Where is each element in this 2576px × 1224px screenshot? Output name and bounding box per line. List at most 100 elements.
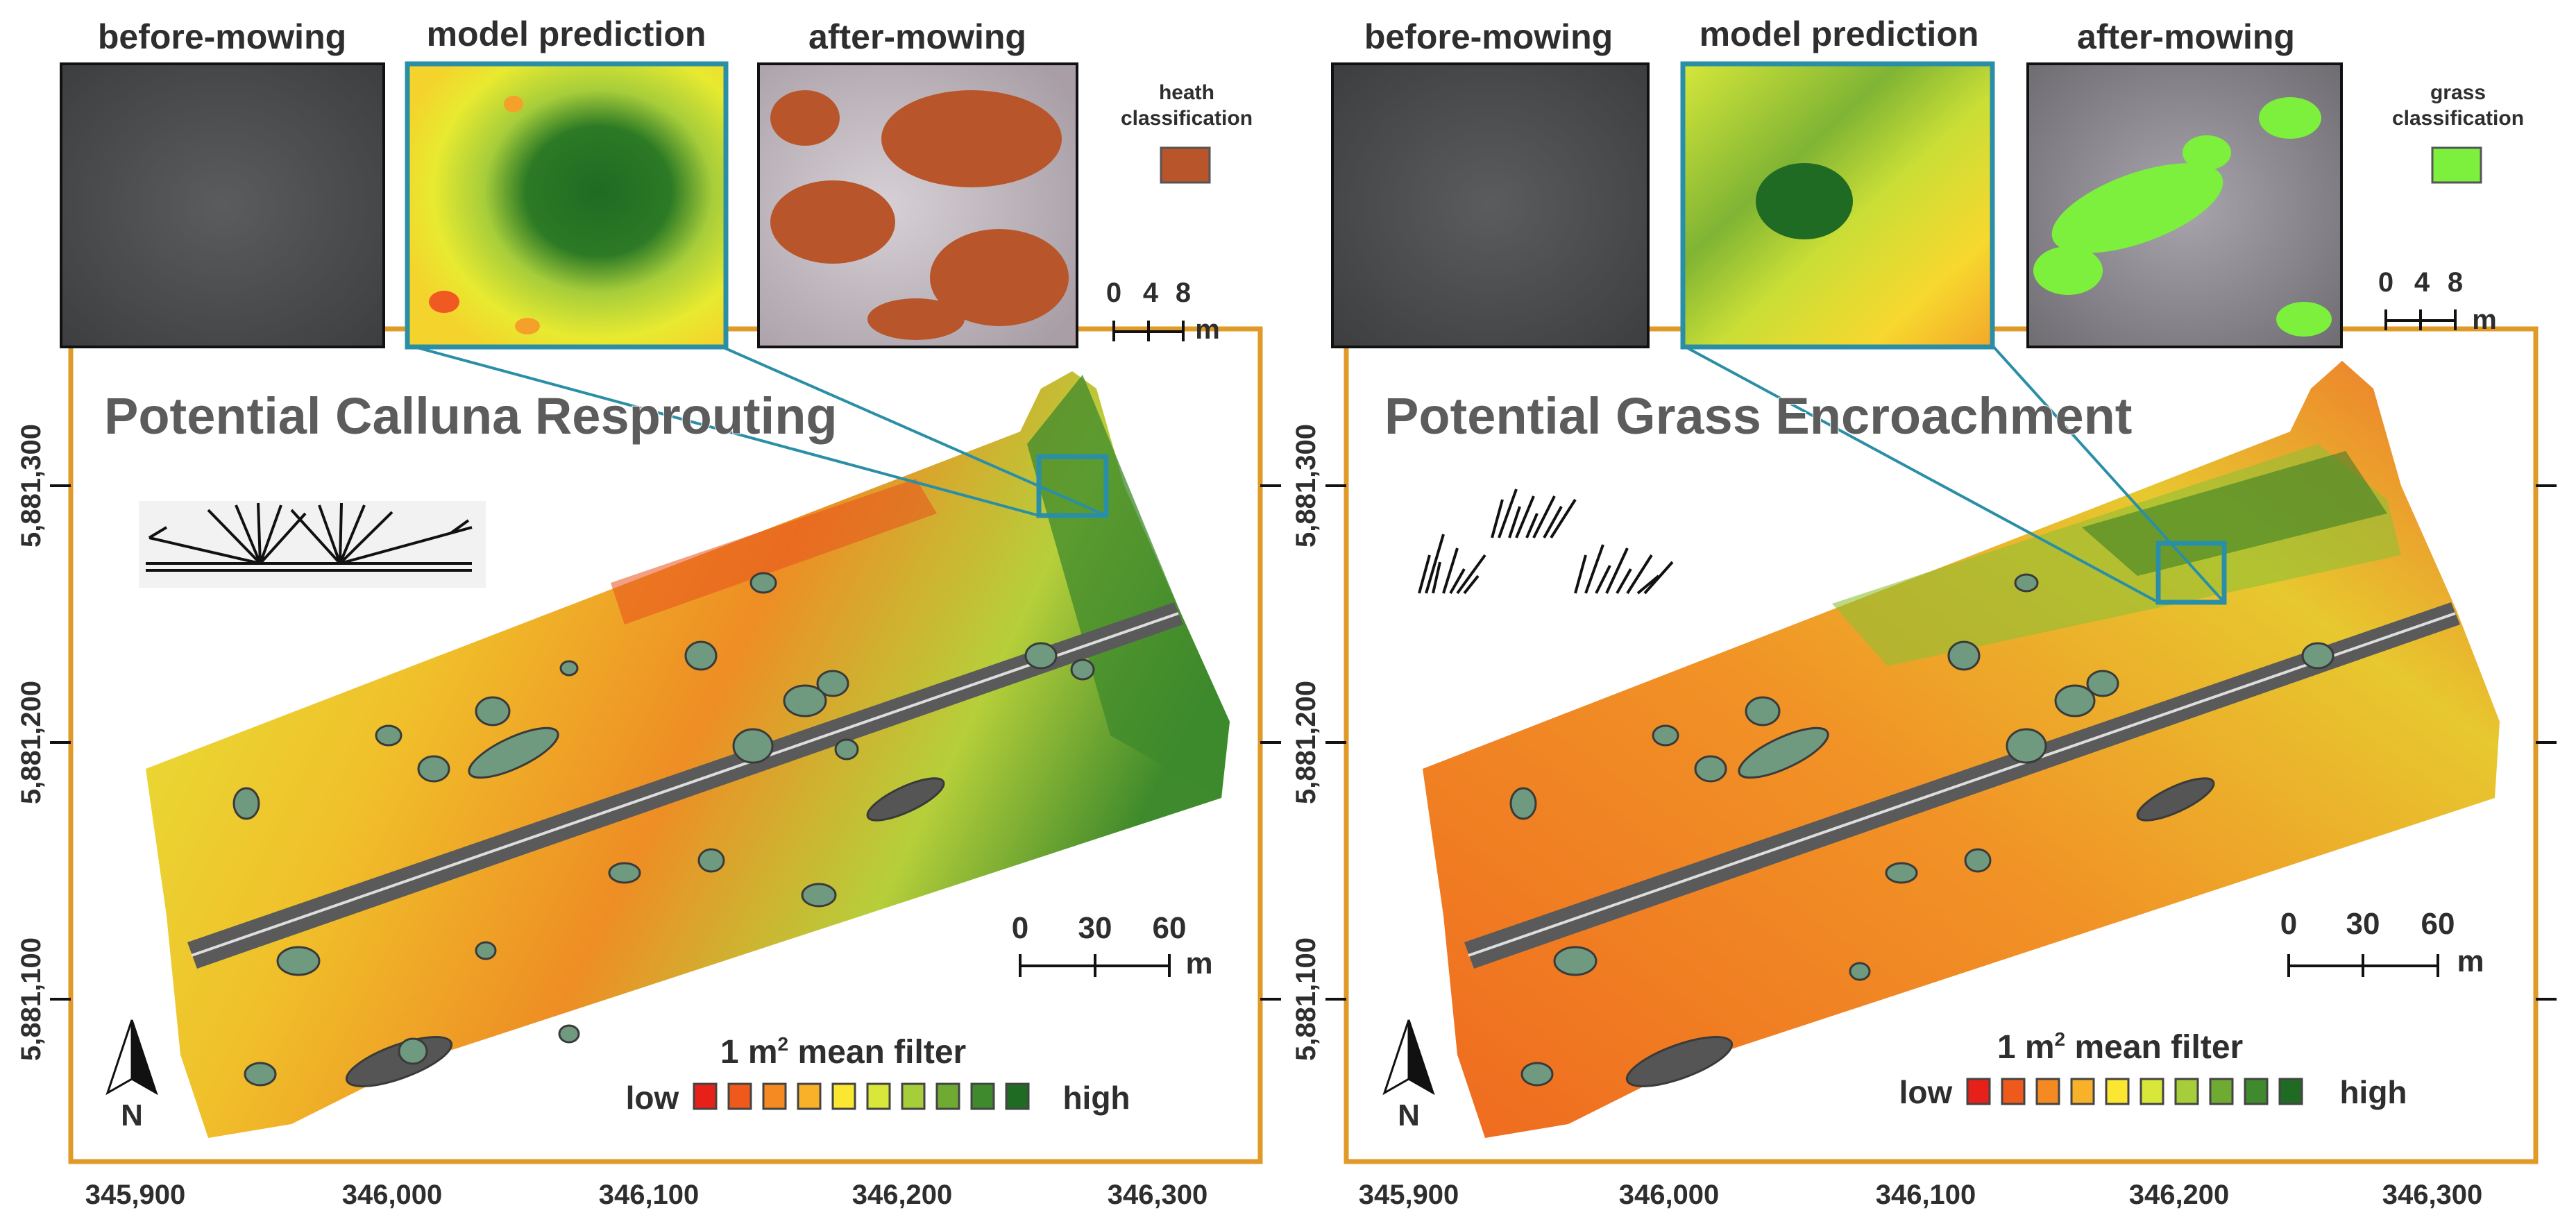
legend-swatch — [2244, 1078, 2269, 1105]
small-scalebar-right: 0 4 8 m — [2378, 267, 2497, 335]
small-scale-tick-1: 4 — [1143, 278, 1159, 308]
thumb-prediction-left — [405, 61, 729, 350]
legend-swatch — [2278, 1078, 2303, 1105]
grass-sketch-icon — [1418, 488, 1674, 595]
inset-box-right — [2155, 541, 2227, 605]
inset-connector-right-a — [1682, 344, 2159, 604]
map-title-left: Potential Calluna Resprouting — [104, 387, 838, 445]
y-tick-right-2: 5,881,100 — [1291, 937, 1321, 1061]
legend-swatch — [797, 1082, 822, 1110]
x-tick-right-0: 345,900 — [1359, 1180, 1459, 1210]
small-scale-unit: m — [1195, 314, 1220, 345]
thumb-before-left — [60, 62, 385, 348]
y-tick-left-1: 5,881,200 — [16, 681, 46, 804]
map-scale-tick-1: 30 — [1078, 911, 1112, 945]
x-tick-left-2: 346,100 — [599, 1180, 700, 1210]
patches-right — [1509, 573, 2334, 1087]
thumb-label-prediction-left: model prediction — [427, 15, 706, 53]
small-scale-tick-2: 8 — [1176, 278, 1191, 308]
map-scale-tick-0-right: 0 — [2280, 907, 2297, 941]
y-axis-right: 5,881,300 5,881,200 5,881,100 — [1260, 424, 2557, 1061]
class-label-right-line2: classification — [2392, 107, 2524, 130]
thumb-label-before-right: before-mowing — [1364, 17, 1613, 56]
patches-left — [232, 572, 1095, 1087]
legend-low-left: low — [626, 1080, 679, 1116]
x-tick-left-3: 346,200 — [852, 1180, 953, 1210]
x-axis-right: 345,900 346,000 346,100 346,200 346,300 — [1359, 1180, 2483, 1210]
inset-connector-left-b — [718, 344, 1107, 517]
x-tick-left-1: 346,000 — [342, 1180, 443, 1210]
field-area-left — [146, 371, 1230, 1138]
legend-swatch — [2209, 1078, 2234, 1105]
map-scalebar-left: 0 30 60 m — [1012, 911, 1213, 980]
road-line-right — [1468, 612, 2456, 957]
y-tick-left-2: 5,881,100 — [16, 937, 46, 1061]
legend-swatch — [1005, 1082, 1030, 1110]
legend-swatch — [866, 1082, 891, 1110]
prediction-spots-left — [429, 96, 540, 334]
x-tick-right-4: 346,300 — [2382, 1180, 2483, 1210]
field-redpatch-left — [611, 479, 937, 624]
class-swatch-left — [1160, 146, 1211, 184]
thumb-label-prediction-right: model prediction — [1700, 15, 1979, 53]
legend-swatch — [901, 1082, 926, 1110]
north-label-left: N — [121, 1098, 143, 1132]
map-scale-tick-2: 60 — [1153, 911, 1187, 945]
x-tick-right-2: 346,100 — [1876, 1180, 1976, 1210]
north-arrow-icon: N — [105, 1019, 158, 1132]
grass-class-blobs — [2033, 97, 2332, 337]
legend-high-left: high — [1062, 1080, 1130, 1116]
small-scale-tick-0-right: 0 — [2378, 267, 2393, 298]
small-scale-tick-0: 0 — [1106, 278, 1121, 308]
legend-swatch — [2139, 1078, 2164, 1105]
legend-swatch — [2001, 1078, 2026, 1105]
legend-swatch — [935, 1082, 960, 1110]
x-tick-right-3: 346,200 — [2129, 1180, 2230, 1210]
legend-swatch — [693, 1082, 718, 1110]
y-tick-right-1: 5,881,200 — [1291, 681, 1321, 804]
prediction-dark-blob-right — [1756, 163, 1853, 239]
legend-swatch — [2105, 1078, 2130, 1105]
field-highgreen-left — [1027, 375, 1230, 798]
map-scale-unit-right: m — [2457, 944, 2484, 978]
legend-swatch — [970, 1082, 995, 1110]
legend-title-right: 1 m2 mean filter — [1997, 1028, 2243, 1066]
y-tick-right-0: 5,881,300 — [1291, 424, 1321, 547]
thumb-label-after-left: after-mowing — [808, 17, 1026, 56]
panel-right: Potential Grass Encroachment before-mowi… — [1260, 15, 2557, 1210]
small-scale-tick-2-right: 8 — [2448, 267, 2463, 298]
x-tick-right-1: 346,000 — [1619, 1180, 1720, 1210]
x-tick-left-4: 346,300 — [1108, 1180, 1208, 1210]
heath-class-blobs — [770, 90, 1069, 340]
legend-low-right: low — [1899, 1074, 1953, 1110]
class-label-left-line1: heath — [1159, 81, 1214, 104]
thumb-before-right — [1331, 62, 1650, 348]
heather-sketch-icon — [139, 501, 486, 588]
legend-swatches-right — [1966, 1078, 2303, 1105]
class-label-right-line1: grass — [2430, 81, 2486, 104]
legend-swatch — [727, 1082, 752, 1110]
small-scale-tick-1-right: 4 — [2414, 267, 2430, 298]
map-scale-tick-0: 0 — [1012, 911, 1028, 945]
thumb-label-after-right: after-mowing — [2077, 17, 2295, 56]
color-legend-right: 1 m2 mean filter low high — [1899, 1028, 2407, 1110]
map-scale-tick-1-right: 30 — [2346, 907, 2380, 941]
small-scale-unit-right: m — [2472, 305, 2497, 335]
map-scale-unit: m — [1185, 946, 1212, 980]
legend-swatch — [2035, 1078, 2060, 1105]
legend-swatch — [831, 1082, 856, 1110]
x-tick-left-0: 345,900 — [85, 1180, 186, 1210]
road-line-left — [191, 612, 1179, 957]
north-arrow-icon-right: N — [1382, 1019, 1435, 1132]
y-axis-left: 5,881,300 5,881,200 5,881,100 — [16, 424, 71, 1061]
class-swatch-right — [2431, 146, 2482, 184]
legend-swatches-left — [693, 1082, 1030, 1110]
legend-swatch — [1966, 1078, 1991, 1105]
y-tick-left-0: 5,881,300 — [16, 424, 46, 547]
inset-connector-left-a — [409, 344, 1040, 517]
legend-swatch — [762, 1082, 787, 1110]
inset-connector-right-b — [1991, 344, 2226, 604]
map-scalebar-right: 0 30 60 m — [2280, 907, 2484, 978]
legend-title-left: 1 m2 mean filter — [720, 1033, 966, 1071]
